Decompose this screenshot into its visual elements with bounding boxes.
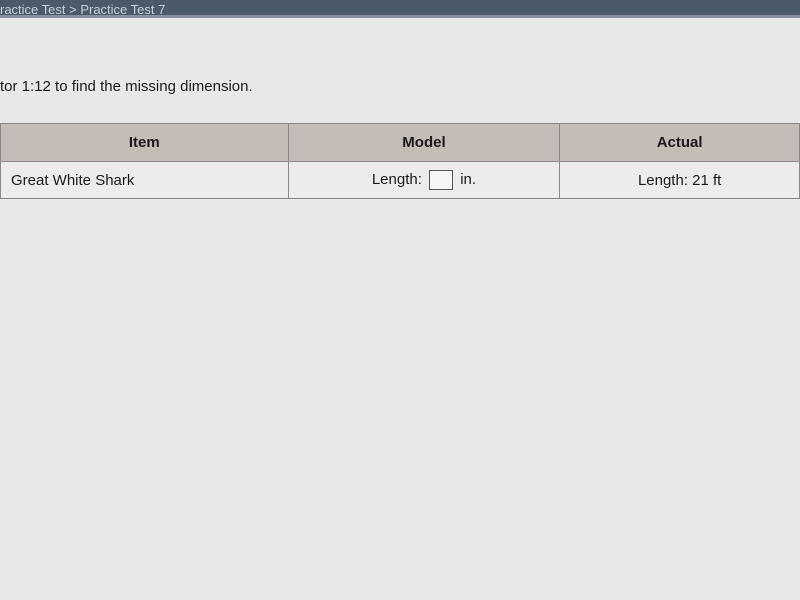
breadcrumb-text: ractice Test > Practice Test 7 <box>0 2 165 17</box>
cell-item: Great White Shark <box>1 162 289 199</box>
model-unit: in. <box>460 171 476 188</box>
header-actual: Actual <box>560 124 800 162</box>
instruction-text: tor 1:12 to find the missing dimension. <box>0 78 800 123</box>
breadcrumb-bar: ractice Test > Practice Test 7 <box>0 0 800 18</box>
dimension-table: Item Model Actual Great White Shark Leng… <box>0 123 800 199</box>
header-item: Item <box>1 124 289 162</box>
table-row: Great White Shark Length: in. Length: 21… <box>1 162 800 199</box>
model-prefix: Length: <box>372 171 422 188</box>
header-model: Model <box>288 124 560 162</box>
cell-model: Length: in. <box>288 162 560 199</box>
cell-actual: Length: 21 ft <box>560 162 800 199</box>
model-length-input[interactable] <box>429 170 453 190</box>
content-area: tor 1:12 to find the missing dimension. … <box>0 18 800 600</box>
table-header-row: Item Model Actual <box>1 124 800 162</box>
